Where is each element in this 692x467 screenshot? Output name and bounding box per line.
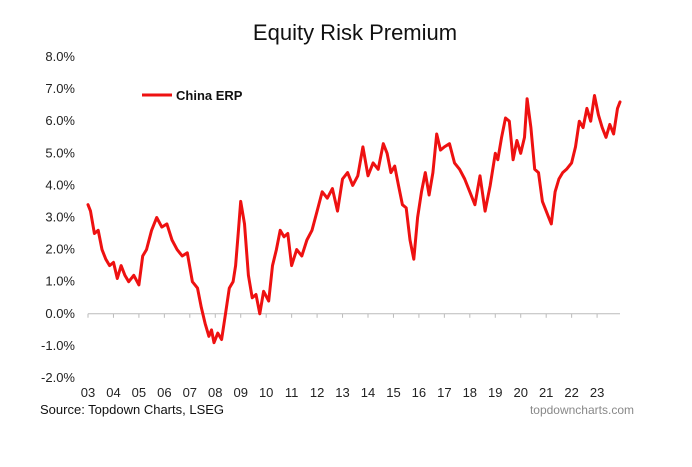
x-tick-label: 13 [335,385,349,400]
y-axis: -2.0% -1.0% 0.0% 1.0% 2.0% 3.0% 4.0% 5.0% 6.0% 7.… [41,49,75,385]
x-axis: 03 04 05 06 07 08 09 10 11 12 13 14 15 16 17 18 19 20 21 22… [81,313,620,400]
y-tick-label: 4.0% [45,177,75,192]
y-tick-label: 6.0% [45,113,75,128]
y-tick-label: 5.0% [45,145,75,160]
y-tick-label: 1.0% [45,274,75,289]
x-tick-label: 14 [361,385,375,400]
watermark: topdowncharts.com [529,403,634,417]
x-tick-label: 03 [81,385,95,400]
x-tick-label: 22 [564,385,578,400]
x-tick-label: 23 [590,385,604,400]
x-tick-label: 11 [285,385,299,400]
y-tick-label: -1.0% [41,338,75,353]
x-tick-label: 16 [412,385,426,400]
x-tick-label: 04 [106,385,120,400]
x-tick-label: 06 [157,385,171,400]
x-tick-label: 18 [463,385,477,400]
series-layer [86,94,622,345]
x-tick-label: 19 [488,385,502,400]
x-tick-label: 17 [437,385,451,400]
y-tick-label: 3.0% [45,210,75,225]
x-tick-label: 21 [539,385,553,400]
source-note: Source: Topdown Charts, LSEG [40,402,225,417]
y-tick-label: 2.0% [45,242,75,257]
y-tick-label: 7.0% [45,81,75,96]
legend-label-china-erp: China ERP [176,88,243,103]
x-tick-label: 08 [208,385,222,400]
x-tick-label: 05 [132,385,146,400]
x-tick-label: 09 [233,385,247,400]
chart-title: Equity Risk Premium [253,20,457,45]
y-tick-label: 8.0% [45,49,75,64]
x-tick-label: 10 [259,385,273,400]
x-tick-label: 12 [310,385,324,400]
x-tick-label: 20 [513,385,527,400]
x-tick-label: 15 [386,385,400,400]
y-tick-label: -2.0% [41,370,75,385]
x-tick-label: 07 [183,385,197,400]
series-line-china-erp [86,94,622,345]
y-tick-label: 0.0% [45,306,75,321]
legend: China ERP [142,88,243,103]
